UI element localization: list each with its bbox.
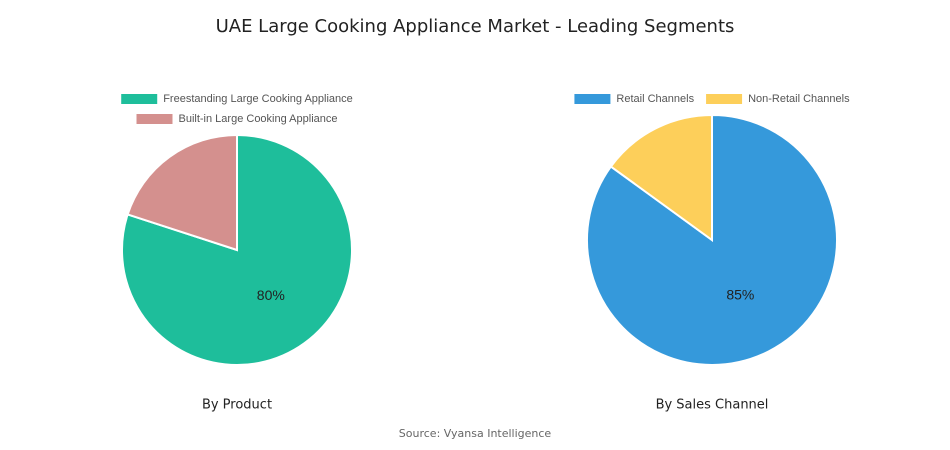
source: Source: Vyansa Intelligence: [399, 427, 552, 440]
legend-swatch: [121, 94, 158, 104]
caption: By Sales Channel: [656, 398, 769, 413]
pie-slice: [609, 113, 713, 242]
value-label: 80%: [257, 287, 285, 303]
legend-label: Freestanding Large Cooking Appliance: [163, 93, 353, 105]
legend-swatch: [574, 94, 611, 104]
pie-slice: [121, 133, 353, 366]
legend-swatch: [706, 94, 743, 104]
legend-swatch: [136, 114, 173, 124]
legend-label: Non-Retail Channels: [748, 93, 850, 105]
value-label: 85%: [726, 286, 754, 302]
legend-label: Built-in Large Cooking Appliance: [179, 113, 338, 125]
legend-label: Retail Channels: [616, 93, 694, 105]
caption: By Product: [202, 398, 272, 413]
pie-slice: [126, 133, 238, 252]
title: UAE Large Cooking Appliance Market - Lea…: [216, 16, 735, 37]
